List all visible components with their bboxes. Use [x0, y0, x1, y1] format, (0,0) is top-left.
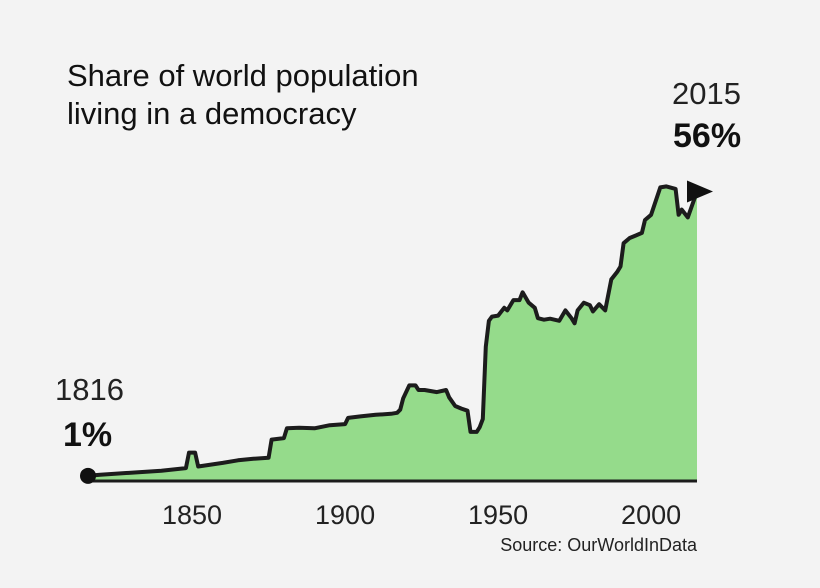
population-line [87, 184, 699, 478]
end-value-label: 56% [673, 117, 741, 155]
x-axis-ticks: 1850 1900 1950 2000 [162, 500, 681, 530]
x-tick-label-1900: 1900 [315, 500, 375, 530]
start-year-label: 1816 [55, 372, 124, 407]
source-label: Source: OurWorldInData [500, 535, 698, 555]
end-arrow-marker [687, 180, 713, 203]
start-value-label: 1% [63, 416, 112, 454]
chart-title-line-2: living in a democracy [67, 96, 357, 131]
end-year-label: 2015 [672, 76, 741, 111]
chart-title-line-1: Share of world population [67, 58, 419, 93]
x-tick-label-1850: 1850 [162, 500, 222, 530]
x-tick-label-1950: 1950 [468, 500, 528, 530]
x-tick-label-2000: 2000 [621, 500, 681, 530]
start-marker [80, 467, 96, 484]
population-area [88, 186, 697, 481]
